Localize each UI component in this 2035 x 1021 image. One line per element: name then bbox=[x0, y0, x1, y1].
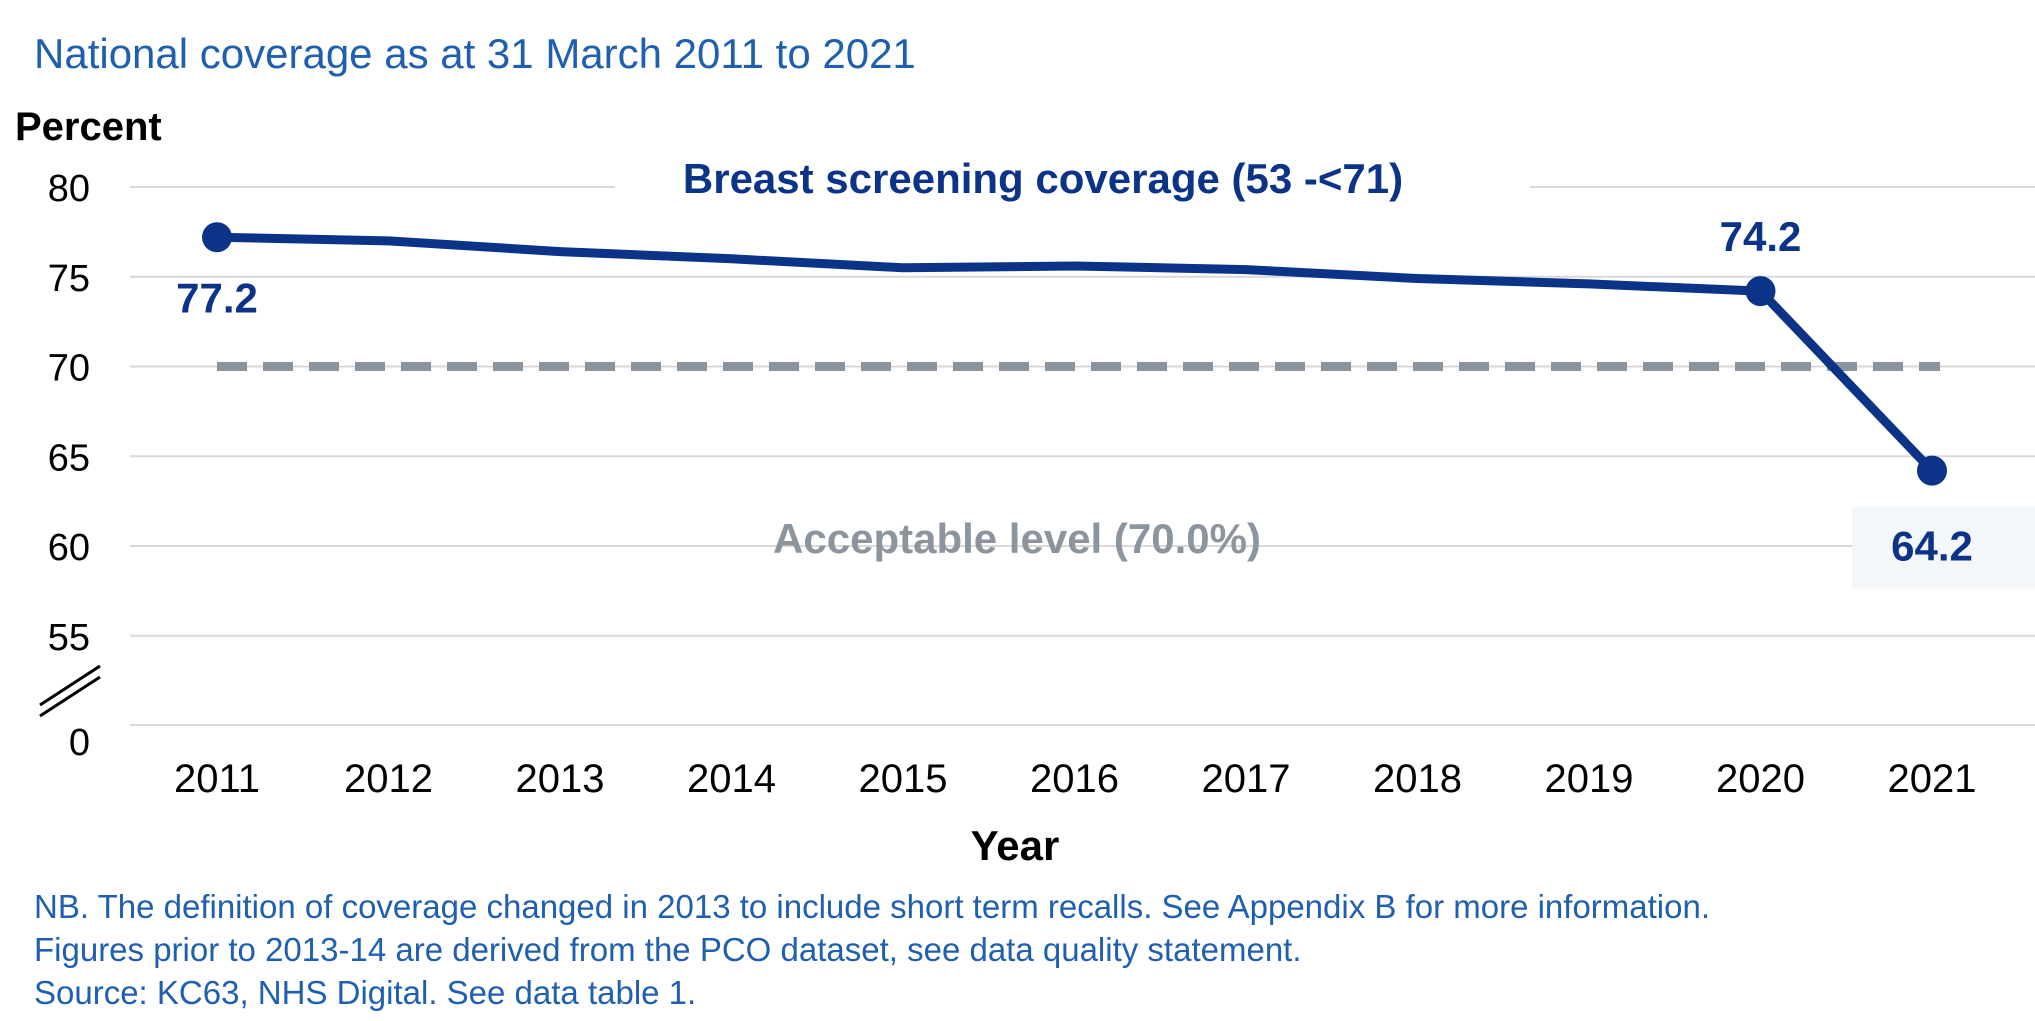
x-tick-label: 2011 bbox=[174, 757, 260, 801]
series-line bbox=[212, 232, 1937, 476]
data-label: 74.2 bbox=[1720, 213, 1802, 260]
y-tick-label: 80 bbox=[48, 168, 90, 210]
series-label-background bbox=[615, 150, 1530, 210]
y-tick-label: 70 bbox=[48, 348, 90, 390]
y-tick-label: 0 bbox=[69, 722, 90, 764]
x-tick-label: 2013 bbox=[516, 757, 605, 801]
y-tick-label: 60 bbox=[48, 527, 90, 569]
y-axis-ticks: 80 75 70 65 60 55 0 bbox=[48, 168, 90, 764]
axis-break-mark bbox=[39, 664, 101, 707]
data-labels: 77.2 74.2 64.2 bbox=[176, 213, 2035, 589]
x-tick-label: 2020 bbox=[1716, 757, 1805, 801]
x-tick-label: 2019 bbox=[1545, 757, 1634, 801]
x-tick-label: 2018 bbox=[1373, 757, 1462, 801]
x-tick-label: 2017 bbox=[1202, 757, 1291, 801]
x-tick-label: 2021 bbox=[1888, 757, 1977, 801]
x-tick-label: 2014 bbox=[687, 757, 776, 801]
data-point-marker bbox=[202, 222, 232, 253]
data-label-background bbox=[1852, 506, 2035, 589]
x-tick-label: 2012 bbox=[344, 757, 433, 801]
data-label: 64.2 bbox=[1891, 523, 1973, 570]
chart-title: National coverage as at 31 March 2011 to… bbox=[34, 30, 916, 77]
y-tick-label: 75 bbox=[48, 258, 90, 300]
series-lines: Breast screening coverage (53 -<71) bbox=[212, 150, 1937, 476]
x-axis-label: Year bbox=[971, 822, 1060, 869]
y-tick-label: 55 bbox=[48, 617, 90, 659]
axis-break-mark bbox=[39, 675, 101, 718]
y-tick-label: 65 bbox=[48, 437, 90, 479]
x-tick-label: 2016 bbox=[1030, 757, 1119, 801]
x-tick-label: 2015 bbox=[859, 757, 948, 801]
note-source: Source: KC63, NHS Digital. See data tabl… bbox=[34, 974, 697, 1011]
note-definition: NB. The definition of coverage changed i… bbox=[34, 888, 1711, 925]
footnotes: NB. The definition of coverage changed i… bbox=[34, 885, 1710, 1014]
series-label: Breast screening coverage (53 -<71) bbox=[683, 155, 1403, 202]
data-label: 77.2 bbox=[176, 274, 258, 321]
reference-line: Acceptable level (70.0%) bbox=[217, 362, 1940, 562]
note-figures: Figures prior to 2013-14 are derived fro… bbox=[34, 931, 1302, 968]
x-axis-ticks: 2011 2012 2013 2014 2015 2016 2017 2018 2019 2020… bbox=[174, 757, 1977, 801]
reference-line-label: Acceptable level (70.0%) bbox=[773, 515, 1261, 562]
y-axis-label: Percent bbox=[15, 105, 162, 149]
axis-break-icon bbox=[39, 664, 101, 718]
data-point-marker bbox=[1917, 455, 1947, 486]
data-point-marker bbox=[1745, 276, 1776, 307]
